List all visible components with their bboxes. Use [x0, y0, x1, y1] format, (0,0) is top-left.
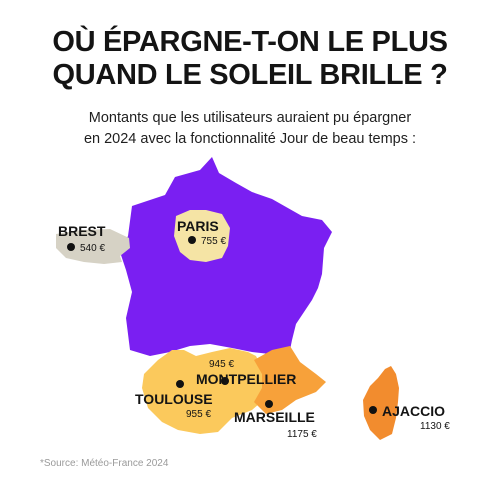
city-dot-ajaccio	[369, 406, 377, 414]
subtitle-line-2: en 2024 avec la fonctionnalité Jour de b…	[83, 131, 417, 147]
city-amount-toulouse: 955 €	[186, 409, 211, 420]
title-line-1: OÙ ÉPARGNE-T-ON LE PLUS	[52, 26, 448, 58]
city-dot-toulouse	[176, 380, 184, 388]
subtitle-line-1: Montants que les utilisateurs auraient p…	[88, 110, 412, 126]
city-label-ajaccio: AJACCIO	[382, 403, 445, 419]
title-line-2: QUAND LE SOLEIL BRILLE ?	[52, 59, 448, 91]
region-brest	[56, 229, 130, 264]
city-amount-paris: 755 €	[201, 236, 226, 247]
region-ajaccio	[363, 366, 399, 440]
region-marseille	[254, 346, 326, 414]
page-title: OÙ ÉPARGNE-T-ON LE PLUS QUAND LE SOLEIL …	[0, 26, 500, 92]
page-subtitle: Montants que les utilisateurs auraient p…	[0, 108, 500, 150]
city-label-paris: PARIS	[177, 218, 219, 234]
city-amount-montpellier: 945 €	[209, 359, 234, 370]
city-dot-marseille	[265, 400, 273, 408]
city-amount-marseille: 1175 €	[287, 429, 317, 440]
city-label-montpellier: MONTPELLIER	[196, 371, 296, 387]
france-mainland	[120, 157, 332, 356]
region-paris	[174, 210, 230, 262]
city-dot-brest	[67, 243, 75, 251]
city-label-marseille: MARSEILLE	[234, 409, 315, 425]
city-label-brest: BREST	[58, 223, 106, 239]
source-note: *Source: Météo-France 2024	[40, 458, 169, 469]
city-dot-montpellier	[221, 377, 229, 385]
city-amount-brest: 540 €	[80, 243, 105, 254]
region-occitanie	[142, 348, 266, 434]
city-dot-paris	[188, 236, 196, 244]
city-label-toulouse: TOULOUSE	[135, 391, 213, 407]
city-amount-ajaccio: 1130 €	[420, 421, 450, 432]
